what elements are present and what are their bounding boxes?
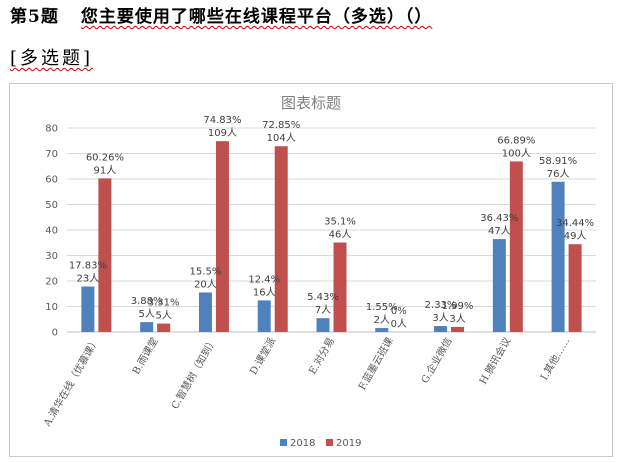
legend-swatch-2018 [280, 439, 287, 446]
y-tick-label: 60 [45, 175, 58, 186]
x-category-label: A.清华在线（优慕课） [40, 335, 102, 429]
legend: 2018 2019 [280, 438, 361, 449]
data-label-count: 20人 [194, 278, 217, 290]
x-category-label: G.企业微信 [418, 335, 455, 386]
y-tick-label: 0 [52, 328, 58, 339]
x-category-label: C.智慧树（知到） [168, 335, 220, 411]
y-tick-label: 50 [45, 200, 58, 211]
bar-2018 [81, 286, 95, 332]
bar-2019 [215, 141, 229, 332]
data-label-count: 16人 [253, 286, 276, 298]
data-label-percent: 66.89% [497, 135, 535, 146]
bar-2019 [509, 161, 523, 332]
data-label-count: 5人 [155, 310, 171, 322]
data-label-percent: 12.4% [248, 274, 280, 285]
y-tick-label: 20 [45, 277, 58, 288]
data-label-count: 7人 [315, 304, 331, 316]
bar-2018 [257, 300, 271, 332]
bar-2018 [551, 181, 565, 332]
bar-2018 [434, 326, 448, 332]
gridlines [67, 127, 596, 333]
y-tick-label: 10 [45, 302, 58, 313]
bar-2018 [375, 328, 389, 332]
data-label-percent: 74.83% [203, 115, 241, 126]
bar-2019 [98, 178, 112, 332]
x-category-label: E.对分易 [306, 335, 338, 377]
y-tick-label: 80 [45, 124, 58, 135]
bar-2018 [492, 239, 506, 332]
y-tick-label: 30 [45, 251, 58, 262]
y-axis: 0 10 20 30 40 50 60 70 80 [45, 124, 596, 339]
legend-swatch-2019 [326, 439, 333, 446]
question-number: 第5题 [10, 7, 59, 27]
x-category-label: B.雨课堂 [130, 336, 161, 377]
bars [81, 141, 582, 332]
data-label-percent: 1.55% [366, 302, 398, 313]
x-category-label: F.蓝墨云班课 [356, 336, 396, 393]
data-label-count: 104人 [267, 132, 296, 144]
data-label-percent: 3.88% [131, 296, 163, 307]
data-label-percent: 58.91% [539, 156, 577, 167]
data-label-percent: 35.1% [324, 216, 356, 227]
question-title: 第5题 您主要使用了哪些在线课程平台（多选）（） [10, 2, 432, 27]
data-label-percent: 17.83% [69, 261, 107, 272]
data-labels: 17.83%23人60.26%91人3.88%5人3.31%5人15.5%20人… [69, 115, 594, 330]
bar-2019 [451, 326, 465, 332]
legend-label: 2019 [336, 438, 361, 449]
data-label-count: 2人 [374, 314, 390, 326]
bar-2019 [274, 146, 288, 332]
data-label-percent: 15.5% [190, 266, 222, 277]
data-label-percent: 60.26% [86, 152, 124, 163]
legend-label: 2018 [290, 438, 315, 449]
data-label-percent: 34.44% [556, 218, 594, 229]
x-category-label: I.其他…… [537, 335, 572, 382]
data-label-count: 109人 [208, 127, 237, 139]
bar-2019 [333, 242, 347, 332]
chart-title: 图表标题 [281, 94, 341, 112]
data-label-count: 91人 [94, 164, 117, 176]
bar-2018 [316, 318, 330, 332]
data-label-count: 47人 [488, 225, 511, 237]
bar-chart: 图表标题 0 10 20 30 40 50 60 70 80 17.83%23人 60.26%91… [40, 94, 596, 449]
data-label-count: 3人 [432, 312, 448, 324]
x-axis: A.清华在线（优慕课） B.雨课堂 C.智慧树（知到） D.课堂派 E.对分易 F.蓝墨云… [40, 335, 572, 429]
question-type-label: [多选题] [10, 48, 94, 69]
data-label-percent: 1.99% [442, 301, 474, 312]
data-label-count: 0人 [391, 318, 407, 330]
data-label-percent: 0% [391, 306, 407, 317]
bar-2018 [140, 322, 154, 332]
bar-2018 [198, 292, 212, 332]
data-label-count: 76人 [547, 168, 570, 180]
x-category-label: D.课堂派 [248, 336, 279, 377]
data-label-count: 49人 [564, 230, 587, 242]
data-label-percent: 72.85% [262, 120, 300, 131]
data-label-percent: 5.43% [307, 292, 339, 303]
data-label-count: 100人 [502, 147, 531, 159]
data-label-percent: 36.43% [480, 213, 518, 224]
data-label-percent: 3.31% [148, 298, 180, 309]
data-label-count: 5人 [138, 308, 154, 320]
y-tick-label: 40 [45, 226, 58, 237]
y-tick-label: 70 [45, 149, 58, 160]
data-label-count: 3人 [449, 313, 465, 325]
question-text: 您主要使用了哪些在线课程平台（多选）（） [80, 7, 433, 27]
data-label-percent: 2.33% [425, 300, 457, 311]
chart-container: 图表标题 0 10 20 30 40 50 60 70 80 17.83% 23人 60.26% 91… [9, 83, 613, 457]
x-category-label: H.腾讯会议 [476, 335, 513, 386]
bar-2019 [568, 244, 582, 332]
bar-2019 [157, 323, 171, 332]
data-label-count: 23人 [77, 273, 100, 285]
data-label-count: 46人 [329, 228, 352, 240]
